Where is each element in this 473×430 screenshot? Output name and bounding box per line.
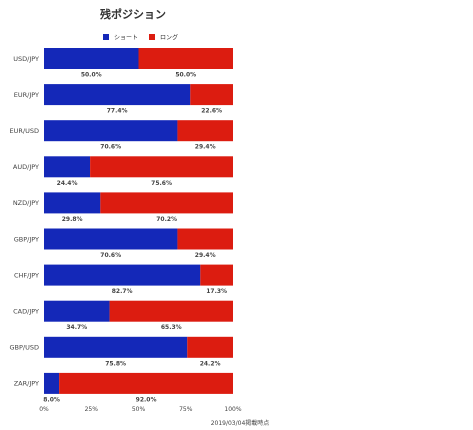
bar-row: AUD/JPY 24.4% 75.6% [13,156,233,187]
bar-row: CAD/JPY 34.7% 65.3% [13,300,233,331]
category-label: GBP/JPY [14,235,39,243]
value-label-short: 24.4% [57,180,78,187]
legend-label-long: ロング [160,34,178,42]
bar-short [44,336,188,358]
x-tick-label: 25% [85,406,99,413]
value-label-long: 75.6% [151,180,172,187]
value-label-short: 70.6% [100,252,121,259]
x-axis: 0% 25% 50% 75% 100% [39,406,242,413]
category-label: ZAR/JPY [14,380,39,388]
bar-row: NZD/JPY 29.8% 70.2% [13,192,234,223]
bar-long [177,228,233,250]
value-label-long: 92.0% [136,396,157,403]
value-label-long: 24.2% [200,360,221,367]
value-label-long: 50.0% [175,72,196,79]
chart-title: 残ポジション [100,7,166,21]
bar-long [138,48,233,69]
value-label-short: 82.7% [112,288,133,295]
bar-short [44,264,201,286]
bar-long [187,336,233,358]
legend-swatch-long [149,34,155,40]
x-tick-label: 100% [224,406,241,413]
value-label-long: 22.6% [201,108,222,115]
bar-row: USD/JPY 50.0% 50.0% [13,48,233,79]
value-label-short: 75.8% [105,360,126,367]
bar-row: CHF/JPY 82.7% 17.3% [14,264,233,295]
bar-row: GBP/USD 75.8% 24.2% [10,336,233,367]
category-label: AUD/JPY [13,163,39,171]
category-label: USD/JPY [13,55,39,63]
bar-short [44,372,60,394]
bar-short [44,228,178,250]
category-label: CAD/JPY [13,308,39,316]
value-label-long: 29.4% [195,144,216,151]
x-tick-label: 75% [179,406,193,413]
bar-short [44,120,178,142]
legend-swatch-short [103,34,109,40]
x-tick-label: 0% [39,406,49,413]
value-label-short: 70.6% [100,144,121,151]
bar-row: ZAR/JPY 8.0% 92.0% [14,372,234,403]
value-label-long: 65.3% [161,324,182,331]
bar-long [100,192,234,214]
value-label-short: 8.0% [43,396,60,403]
bar-long [190,84,233,106]
legend-label-short: ショート [114,35,138,42]
value-label-short: 50.0% [81,72,102,79]
x-tick-label: 50% [132,406,146,413]
bar-short [44,300,110,322]
value-label-long: 29.4% [195,252,216,259]
bar-row: EUR/USD 70.6% 29.4% [10,120,233,151]
value-label-short: 29.8% [62,216,83,223]
value-label-short: 77.4% [107,108,128,115]
bar-row: GBP/JPY 70.6% 29.4% [14,228,233,259]
bar-row: EUR/JPY 77.4% 22.6% [14,84,233,115]
category-label: CHF/JPY [14,271,39,279]
category-label: EUR/USD [10,127,39,135]
bar-long [90,156,233,178]
legend: ショート ロング [103,34,178,42]
value-label-long: 17.3% [206,288,227,295]
category-label: NZD/JPY [13,199,39,207]
category-label: EUR/JPY [14,91,39,99]
plot-area: USD/JPY 50.0% 50.0% EUR/JPY 77.4% 22.6% EUR/US… [10,48,234,403]
bar-long [177,120,233,142]
bar-short [44,156,91,178]
bar-short [44,192,101,214]
value-label-long: 70.2% [156,216,177,223]
bar-short [44,84,191,106]
bar-long [200,264,233,286]
value-label-short: 34.7% [66,324,87,331]
bar-long [59,372,234,394]
footnote: 2019/03/04掲載時点 [211,419,270,427]
category-label: GBP/USD [10,344,40,352]
bar-short [44,48,139,69]
bar-long [109,300,233,322]
